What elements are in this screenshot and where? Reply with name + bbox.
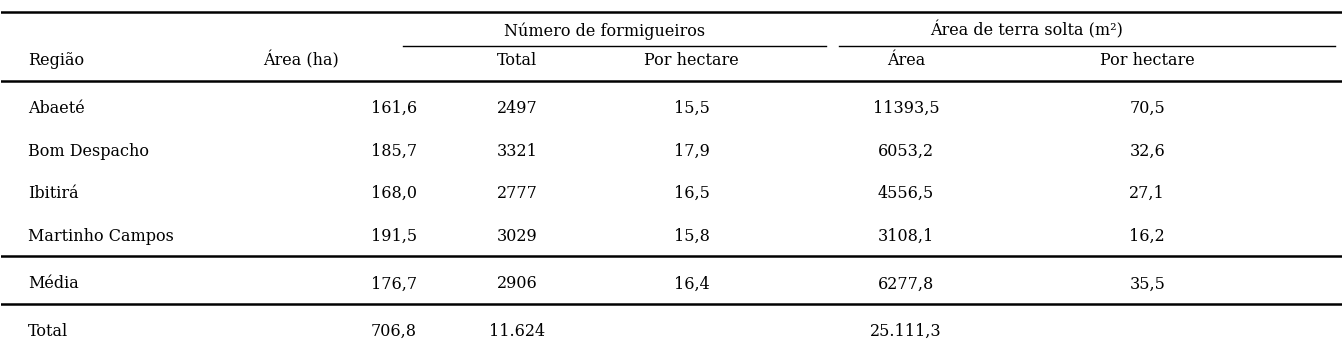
Text: Número de formigueiros: Número de formigueiros bbox=[504, 22, 705, 40]
Text: 17,9: 17,9 bbox=[674, 142, 709, 160]
Text: Total: Total bbox=[28, 323, 68, 340]
Text: Por hectare: Por hectare bbox=[645, 52, 739, 69]
Text: 11393,5: 11393,5 bbox=[873, 100, 939, 117]
Text: 3029: 3029 bbox=[497, 228, 537, 245]
Text: Bom Despacho: Bom Despacho bbox=[28, 142, 149, 160]
Text: 3108,1: 3108,1 bbox=[878, 228, 935, 245]
Text: 15,8: 15,8 bbox=[674, 228, 709, 245]
Text: 2497: 2497 bbox=[497, 100, 537, 117]
Text: Martinho Campos: Martinho Campos bbox=[28, 228, 175, 245]
Text: 25.111,3: 25.111,3 bbox=[870, 323, 941, 340]
Text: 706,8: 706,8 bbox=[371, 323, 416, 340]
Text: Abaeté: Abaeté bbox=[28, 100, 85, 117]
Text: Área (ha): Área (ha) bbox=[263, 52, 338, 70]
Text: 185,7: 185,7 bbox=[371, 142, 416, 160]
Text: Região: Região bbox=[28, 52, 85, 69]
Text: Média: Média bbox=[28, 276, 79, 292]
Text: 4556,5: 4556,5 bbox=[878, 185, 935, 202]
Text: 2777: 2777 bbox=[497, 185, 537, 202]
Text: 2906: 2906 bbox=[497, 276, 537, 292]
Text: Ibitirá: Ibitirá bbox=[28, 185, 79, 202]
Text: 6277,8: 6277,8 bbox=[878, 276, 935, 292]
Text: Por hectare: Por hectare bbox=[1100, 52, 1195, 69]
Text: 16,4: 16,4 bbox=[674, 276, 709, 292]
Text: 15,5: 15,5 bbox=[674, 100, 709, 117]
Text: 16,5: 16,5 bbox=[674, 185, 709, 202]
Text: 161,6: 161,6 bbox=[371, 100, 416, 117]
Text: 27,1: 27,1 bbox=[1129, 185, 1166, 202]
Text: 16,2: 16,2 bbox=[1129, 228, 1166, 245]
Text: Total: Total bbox=[497, 52, 537, 69]
Text: 168,0: 168,0 bbox=[371, 185, 416, 202]
Text: Área: Área bbox=[886, 52, 925, 69]
Text: 70,5: 70,5 bbox=[1129, 100, 1166, 117]
Text: 176,7: 176,7 bbox=[371, 276, 416, 292]
Text: 6053,2: 6053,2 bbox=[878, 142, 935, 160]
Text: 191,5: 191,5 bbox=[371, 228, 416, 245]
Text: 3321: 3321 bbox=[497, 142, 537, 160]
Text: 35,5: 35,5 bbox=[1129, 276, 1166, 292]
Text: 32,6: 32,6 bbox=[1129, 142, 1166, 160]
Text: Área de terra solta (m²): Área de terra solta (m²) bbox=[931, 22, 1123, 40]
Text: 11.624: 11.624 bbox=[489, 323, 545, 340]
